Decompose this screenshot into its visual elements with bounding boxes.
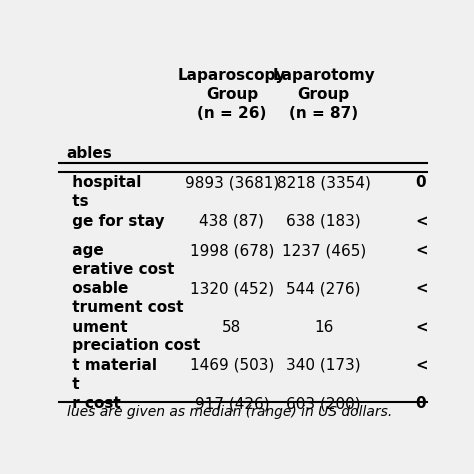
Text: <0: <0 — [416, 243, 439, 258]
Text: 1998 (678): 1998 (678) — [190, 243, 274, 258]
Text: <0: <0 — [416, 358, 439, 373]
Text: ables: ables — [66, 146, 112, 161]
Text: 638 (183): 638 (183) — [286, 214, 361, 229]
Text: ument
 preciation cost: ument preciation cost — [66, 319, 200, 353]
Text: age
 erative cost: age erative cost — [66, 243, 174, 277]
Text: 16: 16 — [314, 319, 333, 335]
Text: ge for stay: ge for stay — [66, 214, 164, 229]
Text: 603 (200): 603 (200) — [286, 396, 361, 411]
Text: 1320 (452): 1320 (452) — [190, 282, 274, 296]
Text: osable
 trument cost: osable trument cost — [66, 282, 183, 315]
Text: 0: 0 — [416, 396, 426, 411]
Text: 340 (173): 340 (173) — [286, 358, 361, 373]
Text: lues are given as median (range) in US dollars.: lues are given as median (range) in US d… — [66, 405, 392, 419]
Text: t material
 t: t material t — [66, 358, 156, 392]
Text: 58: 58 — [222, 319, 242, 335]
Text: <0: <0 — [416, 282, 439, 296]
Text: 1237 (465): 1237 (465) — [282, 243, 366, 258]
Text: <0: <0 — [416, 319, 439, 335]
Text: 544 (276): 544 (276) — [286, 282, 361, 296]
Text: 0: 0 — [416, 175, 426, 191]
Text: <0: <0 — [416, 214, 439, 229]
Text: 8218 (3354): 8218 (3354) — [277, 175, 371, 191]
Text: r cost: r cost — [66, 396, 120, 411]
Text: Laparoscopy
Group
(n = 26): Laparoscopy Group (n = 26) — [178, 68, 286, 121]
Text: 917 (426): 917 (426) — [195, 396, 269, 411]
Text: 9893 (3681): 9893 (3681) — [185, 175, 279, 191]
Text: 438 (87): 438 (87) — [200, 214, 264, 229]
Text: hospital
 ts: hospital ts — [66, 175, 141, 209]
Text: 1469 (503): 1469 (503) — [190, 358, 274, 373]
Text: Laparotomy
Group
(n = 87): Laparotomy Group (n = 87) — [273, 68, 375, 121]
